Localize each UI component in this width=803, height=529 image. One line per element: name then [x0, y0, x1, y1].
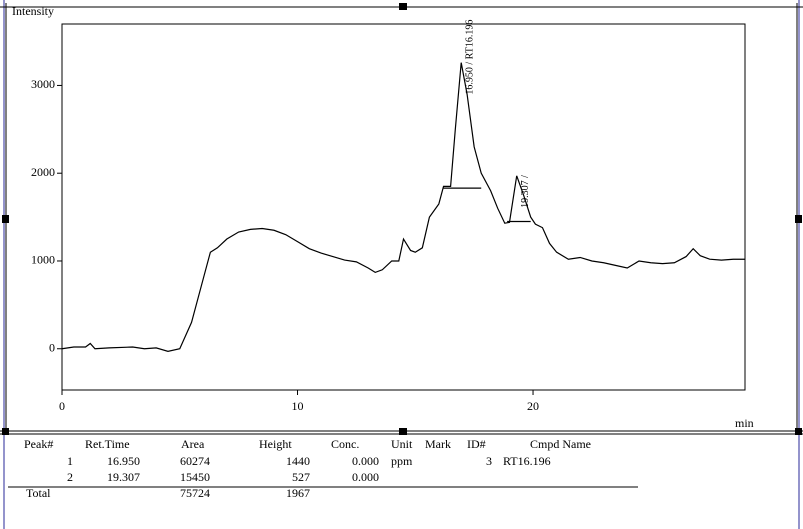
table-header: ID#: [467, 437, 486, 451]
handle[interactable]: [399, 3, 407, 10]
table-header: Mark: [425, 437, 451, 451]
table-cell: 15450: [180, 470, 210, 484]
table-header: Conc.: [331, 437, 359, 451]
table-cell: 0.000: [352, 454, 379, 468]
table-header: Ret.Time: [85, 437, 130, 451]
peak-annotation: 16.950 / RT16.196: [464, 20, 475, 95]
table-cell: 0.000: [352, 470, 379, 484]
handle[interactable]: [2, 428, 9, 435]
table-cell: RT16.196: [503, 454, 551, 468]
table-cell: 2: [67, 470, 73, 484]
table-header: Peak#: [24, 437, 53, 451]
table-header: Unit: [391, 437, 413, 451]
table-header: Area: [181, 437, 205, 451]
handle[interactable]: [399, 428, 407, 435]
table-cell: 16.950: [107, 454, 140, 468]
x-axis-label: min: [735, 416, 754, 430]
table-cell: 1: [67, 454, 73, 468]
handle[interactable]: [795, 215, 802, 223]
peak-annotation: 19.307 /: [520, 175, 531, 208]
y-axis-label: Intensity: [12, 4, 54, 18]
y-tick-label: 1000: [31, 253, 55, 267]
y-tick-label: 0: [49, 340, 55, 354]
x-tick-label: 20: [527, 399, 539, 413]
x-tick-label: 0: [59, 399, 65, 413]
handle[interactable]: [795, 428, 802, 435]
plot-area: [61, 23, 746, 391]
table-cell: ppm: [391, 454, 413, 468]
y-tick-label: 2000: [31, 165, 55, 179]
total-height: 1967: [286, 486, 310, 500]
table-cell: 60274: [180, 454, 210, 468]
x-tick-label: 10: [292, 399, 304, 413]
total-area: 75724: [180, 486, 210, 500]
table-cell: 19.307: [107, 470, 140, 484]
y-tick-label: 3000: [31, 77, 55, 91]
total-label: Total: [26, 486, 51, 500]
table-cell: 1440: [286, 454, 310, 468]
table-header: Height: [259, 437, 292, 451]
handle[interactable]: [2, 215, 9, 223]
table-cell: 527: [292, 470, 310, 484]
table-header: Cmpd Name: [530, 437, 591, 451]
table-cell: 3: [486, 454, 492, 468]
trace: [61, 62, 745, 352]
